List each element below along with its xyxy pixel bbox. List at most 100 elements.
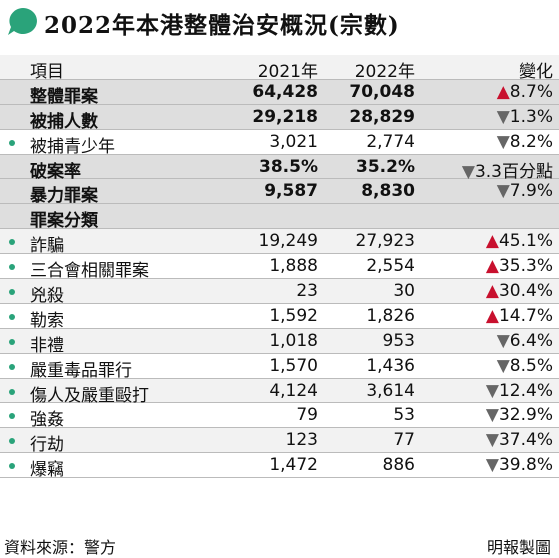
row-label: 暴力罪案	[30, 186, 98, 207]
table-row: 罪案分類	[0, 204, 559, 232]
change-arrow: ▼	[485, 405, 499, 426]
value-2022: 35.2%	[356, 156, 415, 177]
bubble-icon	[8, 8, 37, 35]
row-label: 罪案分類	[30, 211, 98, 232]
table-row: 被捕青少年 3,021 2,774 ▼8.2%	[0, 130, 559, 157]
column-header: 2021年	[257, 62, 318, 82]
table-row: 詐騙 19,249 27,923 ▲45.1%	[0, 229, 559, 257]
change-arrow: ▼	[485, 430, 499, 451]
value-2022: 1,826	[366, 305, 415, 326]
bullet	[9, 388, 15, 395]
change-value: 3.3百分點	[474, 161, 553, 182]
change: ▲45.1%	[486, 231, 553, 251]
value-2022: 953	[382, 330, 415, 351]
table-row: 傷人及嚴重毆打 4,124 3,614 ▼12.4%	[0, 378, 559, 406]
row-label: 兇殺	[30, 286, 64, 307]
bullet	[9, 264, 15, 271]
row-label: 非禮	[30, 335, 64, 356]
row-label: 詐騙	[30, 236, 64, 257]
change-arrow: ▲	[496, 81, 510, 102]
value-2022: 28,829	[349, 106, 415, 127]
row-label: 破案率	[30, 161, 81, 182]
table-row: 被捕人數 29,218 28,829 ▼1.3%	[0, 104, 559, 132]
bullet	[9, 413, 15, 420]
change-arrow: ▼	[496, 106, 510, 127]
row-label: 強姦	[30, 410, 64, 431]
change-arrow: ▼	[496, 355, 510, 376]
change-value: 37.4%	[498, 430, 553, 451]
table-row: 兇殺 23 30 ▲30.4%	[0, 279, 559, 307]
change-value: 32.9%	[498, 405, 553, 426]
change-value: 45.1%	[498, 231, 553, 252]
value-2021: 38.5%	[259, 156, 318, 177]
bullet	[9, 338, 15, 345]
value-2021: 23	[296, 281, 318, 302]
change-arrow: ▲	[485, 305, 499, 326]
change-arrow: ▼	[461, 161, 475, 182]
change: ▼32.9%	[486, 405, 553, 425]
value-2021: 1,592	[269, 305, 318, 326]
value-2021: 1,888	[269, 256, 318, 277]
change-arrow: ▼	[485, 380, 499, 401]
change-value: 1.3%	[509, 106, 553, 127]
change-value: 30.4%	[498, 281, 553, 302]
row-label: 行劫	[30, 435, 64, 456]
bullet	[9, 463, 15, 470]
bullet	[9, 139, 15, 146]
footer: 資料來源：警方 明報製圖	[0, 531, 559, 557]
bullet	[9, 438, 15, 445]
bullet	[9, 289, 15, 296]
value-2022: 2,774	[366, 131, 415, 152]
change-arrow: ▼	[496, 330, 510, 351]
column-header: 變化	[519, 62, 553, 82]
table-row: 暴力罪案 9,587 8,830 ▼7.9%	[0, 179, 559, 207]
change: ▼1.3%	[497, 107, 553, 127]
value-2022: 2,554	[366, 256, 415, 277]
change: ▼8.5%	[497, 356, 553, 376]
table-row: 整體罪案 64,428 70,048 ▲8.7%	[0, 79, 559, 107]
change-arrow: ▲	[485, 256, 499, 277]
change-arrow: ▼	[496, 131, 510, 152]
row-label: 傷人及嚴重毆打	[30, 385, 149, 406]
change-value: 8.5%	[509, 355, 553, 376]
column-header: 項目	[30, 62, 64, 82]
row-label: 整體罪案	[30, 86, 98, 107]
row-label: 爆竊	[30, 460, 64, 481]
row-label: 三合會相關罪案	[30, 261, 149, 282]
column-header: 2022年	[354, 62, 415, 82]
change-value: 8.7%	[509, 81, 553, 102]
bullet	[9, 363, 15, 370]
row-label: 被捕人數	[30, 111, 98, 132]
change-value: 12.4%	[498, 380, 553, 401]
header-row: 項目 2021年 2022年 變化	[0, 55, 559, 82]
change: ▼39.8%	[486, 455, 553, 475]
value-2021: 29,218	[252, 106, 318, 127]
row-label: 勒索	[30, 310, 64, 331]
change-value: 39.8%	[498, 455, 553, 476]
change-value: 6.4%	[509, 330, 553, 351]
bullet	[9, 313, 15, 320]
bullet	[9, 239, 15, 246]
value-2021: 1,018	[269, 330, 318, 351]
value-2022: 70,048	[349, 81, 415, 102]
value-2021: 19,249	[258, 231, 318, 252]
value-2022: 1,436	[366, 355, 415, 376]
change: ▼3.3百分點	[462, 157, 553, 182]
value-2022: 27,923	[355, 231, 415, 252]
value-2022: 886	[382, 455, 415, 476]
change-value: 35.3%	[498, 256, 553, 277]
value-2021: 4,124	[269, 380, 318, 401]
change-value: 14.7%	[498, 305, 553, 326]
value-2021: 79	[296, 405, 318, 426]
row-label: 嚴重毒品罪行	[30, 360, 132, 381]
change: ▼6.4%	[497, 331, 553, 351]
change: ▲35.3%	[486, 256, 553, 276]
value-2022: 3,614	[366, 380, 415, 401]
title: 2022年本港整體治安概況(宗數)	[44, 12, 400, 39]
change: ▲8.7%	[497, 82, 553, 102]
table: 項目 2021年 2022年 變化 整體罪案 64,428 70,048 ▲8.7% 被捕人數 2…	[0, 55, 559, 481]
table-row: 爆竊 1,472 886 ▼39.8%	[0, 453, 559, 481]
change-value: 7.9%	[509, 181, 553, 202]
value-2022: 8,830	[361, 181, 415, 202]
